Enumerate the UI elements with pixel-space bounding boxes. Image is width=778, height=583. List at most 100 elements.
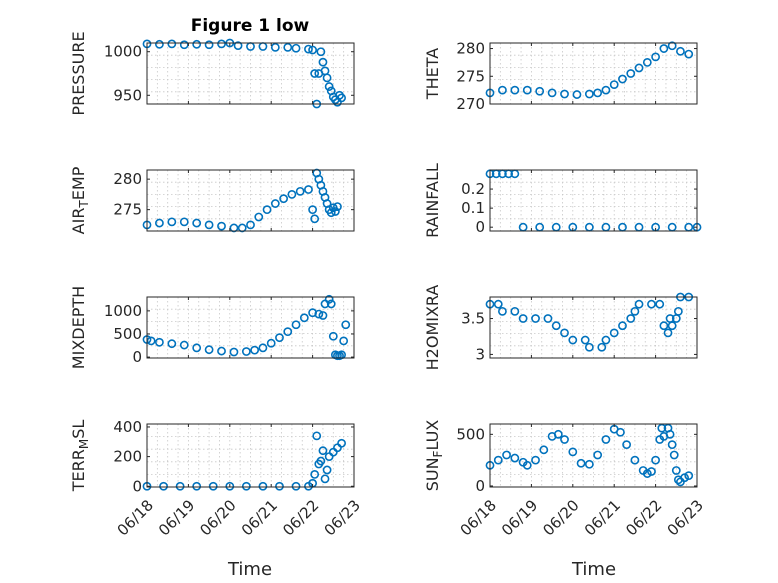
data-point — [647, 299, 656, 309]
axes-container: 950 1000 PRESSURE 270 275 280 THETA 275 280 AIRTE… — [69, 31, 707, 539]
data-point — [179, 340, 189, 350]
data-point — [673, 306, 683, 316]
data-point — [155, 218, 164, 228]
data-point — [262, 205, 272, 215]
data-point — [502, 450, 511, 460]
data-point — [667, 222, 677, 232]
data-point — [568, 335, 578, 345]
data-point — [667, 41, 677, 51]
data-point — [626, 69, 636, 78]
data-point — [316, 456, 326, 466]
y-tick-label: 0 — [475, 477, 485, 495]
data-point — [258, 42, 268, 51]
data-point — [684, 49, 694, 59]
data-point — [192, 39, 202, 49]
data-point — [630, 455, 640, 465]
figure-title: Figure 1 low — [191, 16, 310, 36]
data-point — [291, 481, 301, 491]
y-tick-label: 275 — [113, 201, 142, 219]
y-axis-label-pressure: PRESSURE — [69, 31, 88, 115]
data-point — [601, 335, 611, 345]
data-point — [339, 336, 349, 346]
data-point — [308, 205, 317, 215]
x-tick-label: 06/20 — [196, 496, 239, 539]
data-point — [155, 39, 164, 49]
data-point — [657, 423, 667, 433]
data-point — [287, 189, 297, 199]
y-axis-label-h2omixra: H2OMIXRA — [423, 285, 442, 371]
data-point — [250, 345, 260, 355]
y-tick-label: 3.5 — [461, 310, 485, 328]
y-axis-label-theta: THETA — [423, 48, 442, 100]
data-point — [320, 474, 330, 484]
x-tick-label: 06/19 — [498, 496, 541, 539]
data-point — [560, 89, 569, 99]
data-point — [543, 314, 553, 323]
data-point — [493, 299, 503, 309]
y-tick-label: 0.1 — [461, 199, 485, 217]
data-point — [593, 88, 603, 98]
data-point — [241, 347, 251, 356]
data-point — [175, 481, 185, 491]
y-tick-label: 0.2 — [461, 180, 485, 198]
data-point — [584, 459, 594, 469]
y-tick-label: 1000 — [104, 43, 142, 61]
data-point — [642, 58, 652, 67]
data-point — [330, 207, 340, 216]
data-point — [647, 467, 656, 476]
x-tick-label: 06/22 — [622, 496, 665, 539]
y-tick-label: 1000 — [104, 302, 142, 320]
data-point — [179, 217, 189, 227]
data-point — [510, 306, 520, 316]
data-point — [192, 218, 202, 228]
y-axis-label-rainfall: RAINFALL — [423, 163, 442, 238]
data-point — [324, 82, 334, 91]
axes-mixdepth: 0 500 1000 MIXDEPTH — [69, 286, 355, 369]
data-point — [609, 80, 619, 89]
data-point — [229, 223, 239, 233]
data-point — [531, 455, 540, 465]
axes-h2omixra: 3 3.5 H2OMIXRA — [423, 285, 698, 371]
x-tick-label: 06/21 — [581, 496, 624, 539]
data-point — [676, 46, 685, 56]
data-point — [204, 40, 214, 50]
data-point — [651, 455, 660, 465]
data-point — [333, 443, 342, 453]
data-point — [601, 222, 611, 232]
data-point — [651, 52, 660, 62]
data-point — [618, 74, 627, 84]
data-point — [584, 222, 594, 232]
x-axis-label-right: Time — [571, 559, 616, 580]
data-point — [510, 85, 520, 95]
axes-pressure: 950 1000 PRESSURE — [69, 31, 355, 116]
data-point — [322, 465, 332, 475]
y-tick-label: 0 — [475, 218, 485, 236]
data-point — [535, 86, 545, 96]
axes-frame — [146, 296, 355, 359]
axes-frame — [146, 423, 355, 488]
x-axis-label-left: Time — [227, 559, 272, 580]
data-point — [204, 220, 214, 230]
data-point — [299, 313, 309, 323]
y-tick-label: 500 — [456, 425, 485, 443]
data-point — [576, 458, 586, 468]
data-point — [258, 343, 268, 353]
data-point — [328, 331, 338, 341]
data-point — [314, 309, 324, 319]
x-tick-label: 06/21 — [238, 496, 281, 539]
x-tick-label: 06/22 — [279, 496, 322, 539]
y-tick-label: 500 — [113, 325, 142, 343]
y-tick-label: 200 — [113, 448, 142, 466]
data-point — [659, 44, 669, 53]
data-point — [279, 194, 289, 204]
x-tick-label: 06/20 — [539, 496, 582, 539]
data-point — [634, 63, 644, 73]
data-point — [146, 336, 156, 346]
data-point — [204, 345, 214, 355]
data-point — [547, 88, 557, 98]
data-point — [568, 447, 578, 457]
data-point — [326, 299, 336, 309]
data-point — [337, 438, 346, 448]
